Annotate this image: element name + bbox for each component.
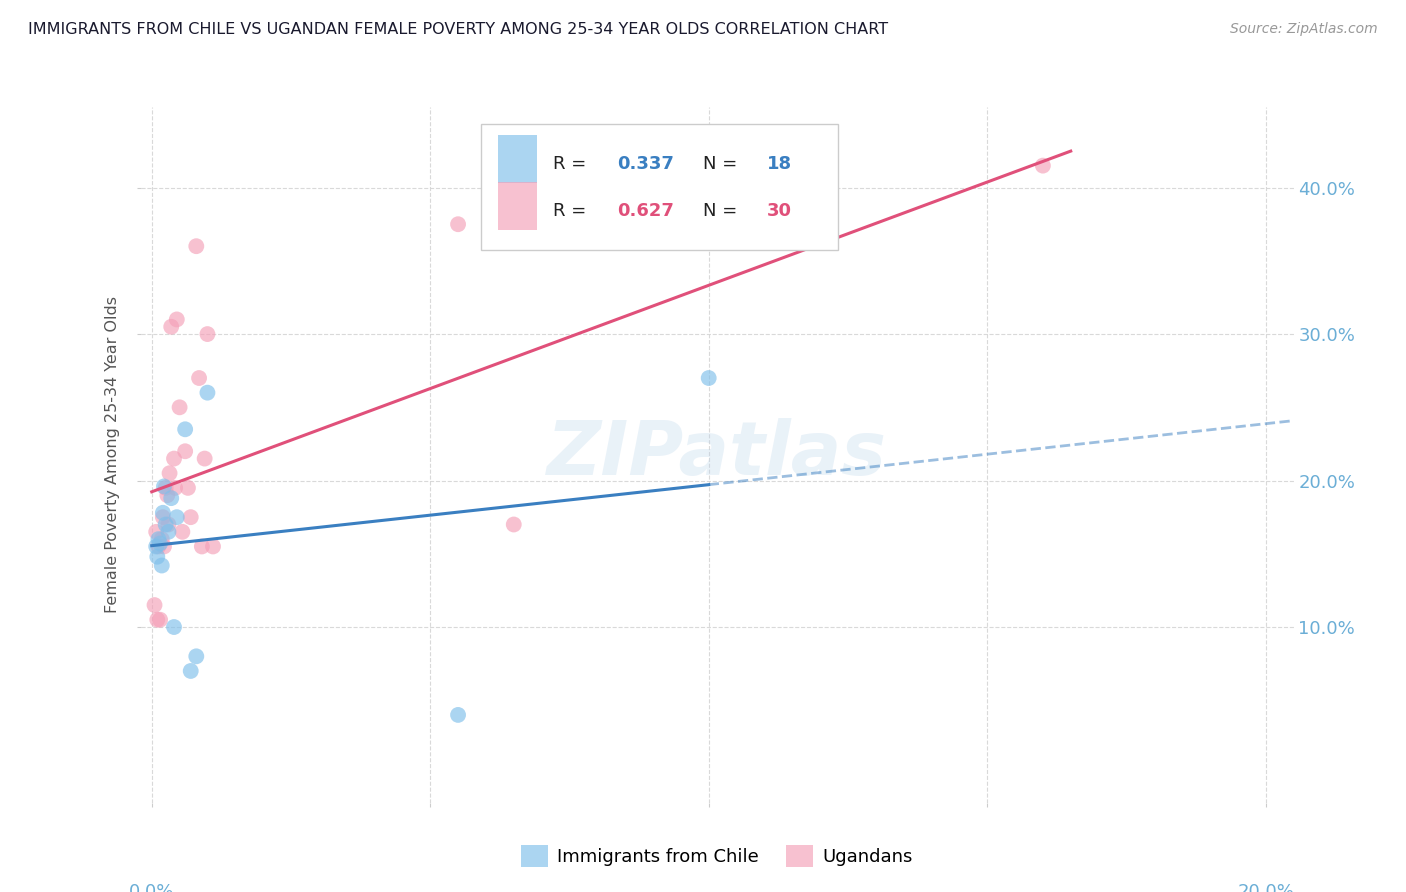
- Point: [1032, 159, 1054, 173]
- Point: [149, 536, 172, 550]
- Point: [186, 649, 208, 664]
- Point: [157, 524, 180, 539]
- Point: [186, 239, 208, 253]
- Point: [169, 401, 191, 415]
- Point: [180, 664, 202, 678]
- Point: [188, 371, 211, 385]
- Point: [153, 479, 176, 493]
- Text: N =: N =: [703, 155, 744, 173]
- Y-axis label: Female Poverty Among 25-34 Year Olds: Female Poverty Among 25-34 Year Olds: [105, 296, 121, 614]
- Point: [180, 510, 202, 524]
- Text: IMMIGRANTS FROM CHILE VS UGANDAN FEMALE POVERTY AMONG 25-34 YEAR OLDS CORRELATIO: IMMIGRANTS FROM CHILE VS UGANDAN FEMALE …: [28, 22, 889, 37]
- Point: [157, 517, 180, 532]
- Text: 0.627: 0.627: [617, 202, 673, 220]
- Point: [174, 444, 197, 458]
- Point: [163, 620, 186, 634]
- Text: ZIPatlas: ZIPatlas: [547, 418, 887, 491]
- Text: 30: 30: [766, 202, 792, 220]
- Point: [156, 488, 179, 502]
- Legend: Immigrants from Chile, Ugandans: Immigrants from Chile, Ugandans: [515, 838, 920, 874]
- Point: [166, 510, 188, 524]
- Text: 0.337: 0.337: [617, 155, 673, 173]
- Point: [152, 510, 174, 524]
- FancyBboxPatch shape: [498, 182, 537, 230]
- Point: [146, 613, 169, 627]
- Point: [148, 532, 170, 546]
- Text: Source: ZipAtlas.com: Source: ZipAtlas.com: [1230, 22, 1378, 37]
- Point: [150, 558, 173, 573]
- Text: 0.0%: 0.0%: [129, 883, 174, 892]
- Text: 20.0%: 20.0%: [1237, 883, 1294, 892]
- Point: [160, 319, 183, 334]
- Point: [145, 524, 167, 539]
- FancyBboxPatch shape: [481, 124, 838, 250]
- Point: [502, 517, 524, 532]
- Point: [149, 613, 172, 627]
- Point: [148, 540, 170, 554]
- Point: [172, 524, 194, 539]
- Point: [447, 217, 470, 231]
- Point: [447, 707, 470, 722]
- FancyBboxPatch shape: [498, 135, 537, 183]
- Point: [191, 540, 214, 554]
- Point: [155, 517, 177, 532]
- Point: [163, 451, 186, 466]
- Text: R =: R =: [554, 202, 592, 220]
- Text: N =: N =: [703, 202, 744, 220]
- Point: [143, 598, 166, 612]
- Text: R =: R =: [554, 155, 592, 173]
- Point: [197, 385, 219, 400]
- Point: [174, 422, 197, 436]
- Point: [160, 491, 183, 505]
- Point: [155, 481, 177, 495]
- Point: [153, 540, 176, 554]
- Point: [145, 540, 167, 554]
- Point: [166, 312, 188, 326]
- Point: [146, 549, 169, 564]
- Point: [194, 451, 217, 466]
- Point: [201, 540, 224, 554]
- Point: [177, 481, 200, 495]
- Point: [165, 481, 187, 495]
- Text: 18: 18: [766, 155, 792, 173]
- Point: [152, 506, 174, 520]
- Point: [197, 327, 219, 342]
- Point: [159, 467, 181, 481]
- Point: [150, 532, 173, 546]
- Point: [697, 371, 720, 385]
